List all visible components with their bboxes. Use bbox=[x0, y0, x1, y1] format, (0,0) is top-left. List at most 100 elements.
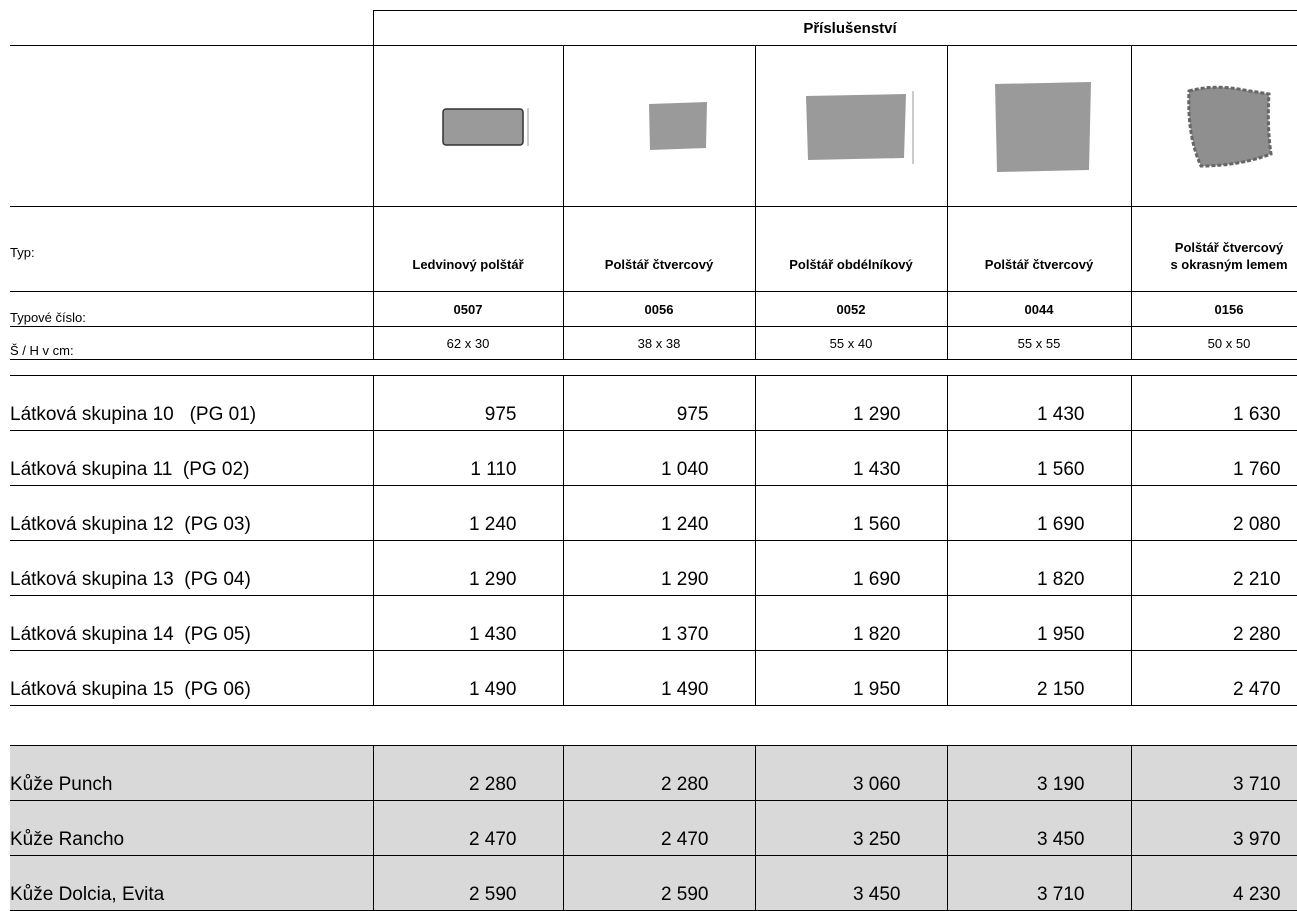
price: 1 430 bbox=[373, 596, 563, 651]
price: 2 470 bbox=[373, 801, 563, 856]
price: 1 560 bbox=[755, 486, 947, 541]
price: 3 710 bbox=[947, 856, 1131, 911]
price: 1 820 bbox=[947, 541, 1131, 596]
price: 3 060 bbox=[755, 746, 947, 801]
row bbox=[10, 360, 1297, 376]
group-label: Látková skupina 10 (PG 01) bbox=[10, 376, 373, 431]
price: 2 590 bbox=[373, 856, 563, 911]
section-title: Příslušenství bbox=[373, 11, 1297, 46]
row: Příslušenství bbox=[10, 11, 1297, 46]
product-image bbox=[373, 46, 563, 207]
price: 1 110 bbox=[373, 431, 563, 486]
price: 2 210 bbox=[1131, 541, 1297, 596]
price: 2 470 bbox=[563, 801, 755, 856]
price: 1 240 bbox=[373, 486, 563, 541]
price: 1 290 bbox=[563, 541, 755, 596]
price: 3 710 bbox=[1131, 746, 1297, 801]
page: {"header": {"title": "Příslušenství"}, "… bbox=[0, 0, 1297, 900]
pillow-icon bbox=[949, 46, 1129, 201]
group-label: Látková skupina 15 (PG 06) bbox=[10, 651, 373, 706]
pillow-icon bbox=[1139, 46, 1297, 201]
group-label: Kůže Rancho bbox=[10, 801, 373, 856]
price: 1 290 bbox=[755, 376, 947, 431]
price: 2 150 bbox=[947, 651, 1131, 706]
price: 1 630 bbox=[1131, 376, 1297, 431]
price: 1 430 bbox=[755, 431, 947, 486]
price: 1 820 bbox=[755, 596, 947, 651]
product-type: Polštář obdélníkový bbox=[755, 207, 947, 292]
gap bbox=[10, 360, 1297, 376]
product-size: 50 x 50 bbox=[1131, 327, 1297, 360]
product-image bbox=[563, 46, 755, 207]
product-image bbox=[947, 46, 1131, 207]
product-image bbox=[755, 46, 947, 207]
group-label: Látková skupina 11 (PG 02) bbox=[10, 431, 373, 486]
group-label: Kůže Dolcia, Evita bbox=[10, 856, 373, 911]
product-type: Polštář čtvercový s okrasným lemem bbox=[1131, 207, 1297, 292]
price: 1 240 bbox=[563, 486, 755, 541]
price: 2 470 bbox=[1131, 651, 1297, 706]
pillow-icon bbox=[569, 46, 749, 201]
product-size: 62 x 30 bbox=[373, 327, 563, 360]
row-label: Typ: bbox=[10, 207, 373, 292]
price: 1 950 bbox=[755, 651, 947, 706]
empty-cell bbox=[10, 11, 373, 46]
price: 1 290 bbox=[373, 541, 563, 596]
product-size: 55 x 55 bbox=[947, 327, 1131, 360]
price: 4 230 bbox=[1131, 856, 1297, 911]
price: 2 280 bbox=[563, 746, 755, 801]
price: 1 560 bbox=[947, 431, 1131, 486]
price: 3 970 bbox=[1131, 801, 1297, 856]
price: 1 430 bbox=[947, 376, 1131, 431]
product-size: 38 x 38 bbox=[563, 327, 755, 360]
row-label: Š / H v cm: bbox=[10, 327, 373, 360]
group-label: Látková skupina 14 (PG 05) bbox=[10, 596, 373, 651]
price: 1 690 bbox=[755, 541, 947, 596]
price: 3 450 bbox=[755, 856, 947, 911]
price: 1 760 bbox=[1131, 431, 1297, 486]
product-type: Ledvinový polštář bbox=[373, 207, 563, 292]
group-label: Látková skupina 13 (PG 04) bbox=[10, 541, 373, 596]
product-type: Polštář čtvercový bbox=[947, 207, 1131, 292]
row-label: Typové číslo: bbox=[10, 292, 373, 327]
price: 2 280 bbox=[1131, 596, 1297, 651]
row bbox=[10, 46, 1297, 207]
group-label: Látková skupina 12 (PG 03) bbox=[10, 486, 373, 541]
row bbox=[10, 706, 1297, 746]
product-image bbox=[1131, 46, 1297, 207]
price: 3 190 bbox=[947, 746, 1131, 801]
price: 3 450 bbox=[947, 801, 1131, 856]
price: 1 490 bbox=[373, 651, 563, 706]
price: 975 bbox=[373, 376, 563, 431]
product-number: 0052 bbox=[755, 292, 947, 327]
empty-cell bbox=[10, 46, 373, 207]
product-number: 0044 bbox=[947, 292, 1131, 327]
pillow-icon bbox=[378, 46, 558, 201]
price: 1 040 bbox=[563, 431, 755, 486]
price: 1 950 bbox=[947, 596, 1131, 651]
price: 3 250 bbox=[755, 801, 947, 856]
price: 1 490 bbox=[563, 651, 755, 706]
product-size: 55 x 40 bbox=[755, 327, 947, 360]
group-label: Kůže Punch bbox=[10, 746, 373, 801]
price: 1 370 bbox=[563, 596, 755, 651]
gap bbox=[10, 706, 1297, 746]
price: 2 280 bbox=[373, 746, 563, 801]
product-type: Polštář čtvercový bbox=[563, 207, 755, 292]
product-number: 0507 bbox=[373, 292, 563, 327]
product-number: 0156 bbox=[1131, 292, 1297, 327]
price: 2 080 bbox=[1131, 486, 1297, 541]
